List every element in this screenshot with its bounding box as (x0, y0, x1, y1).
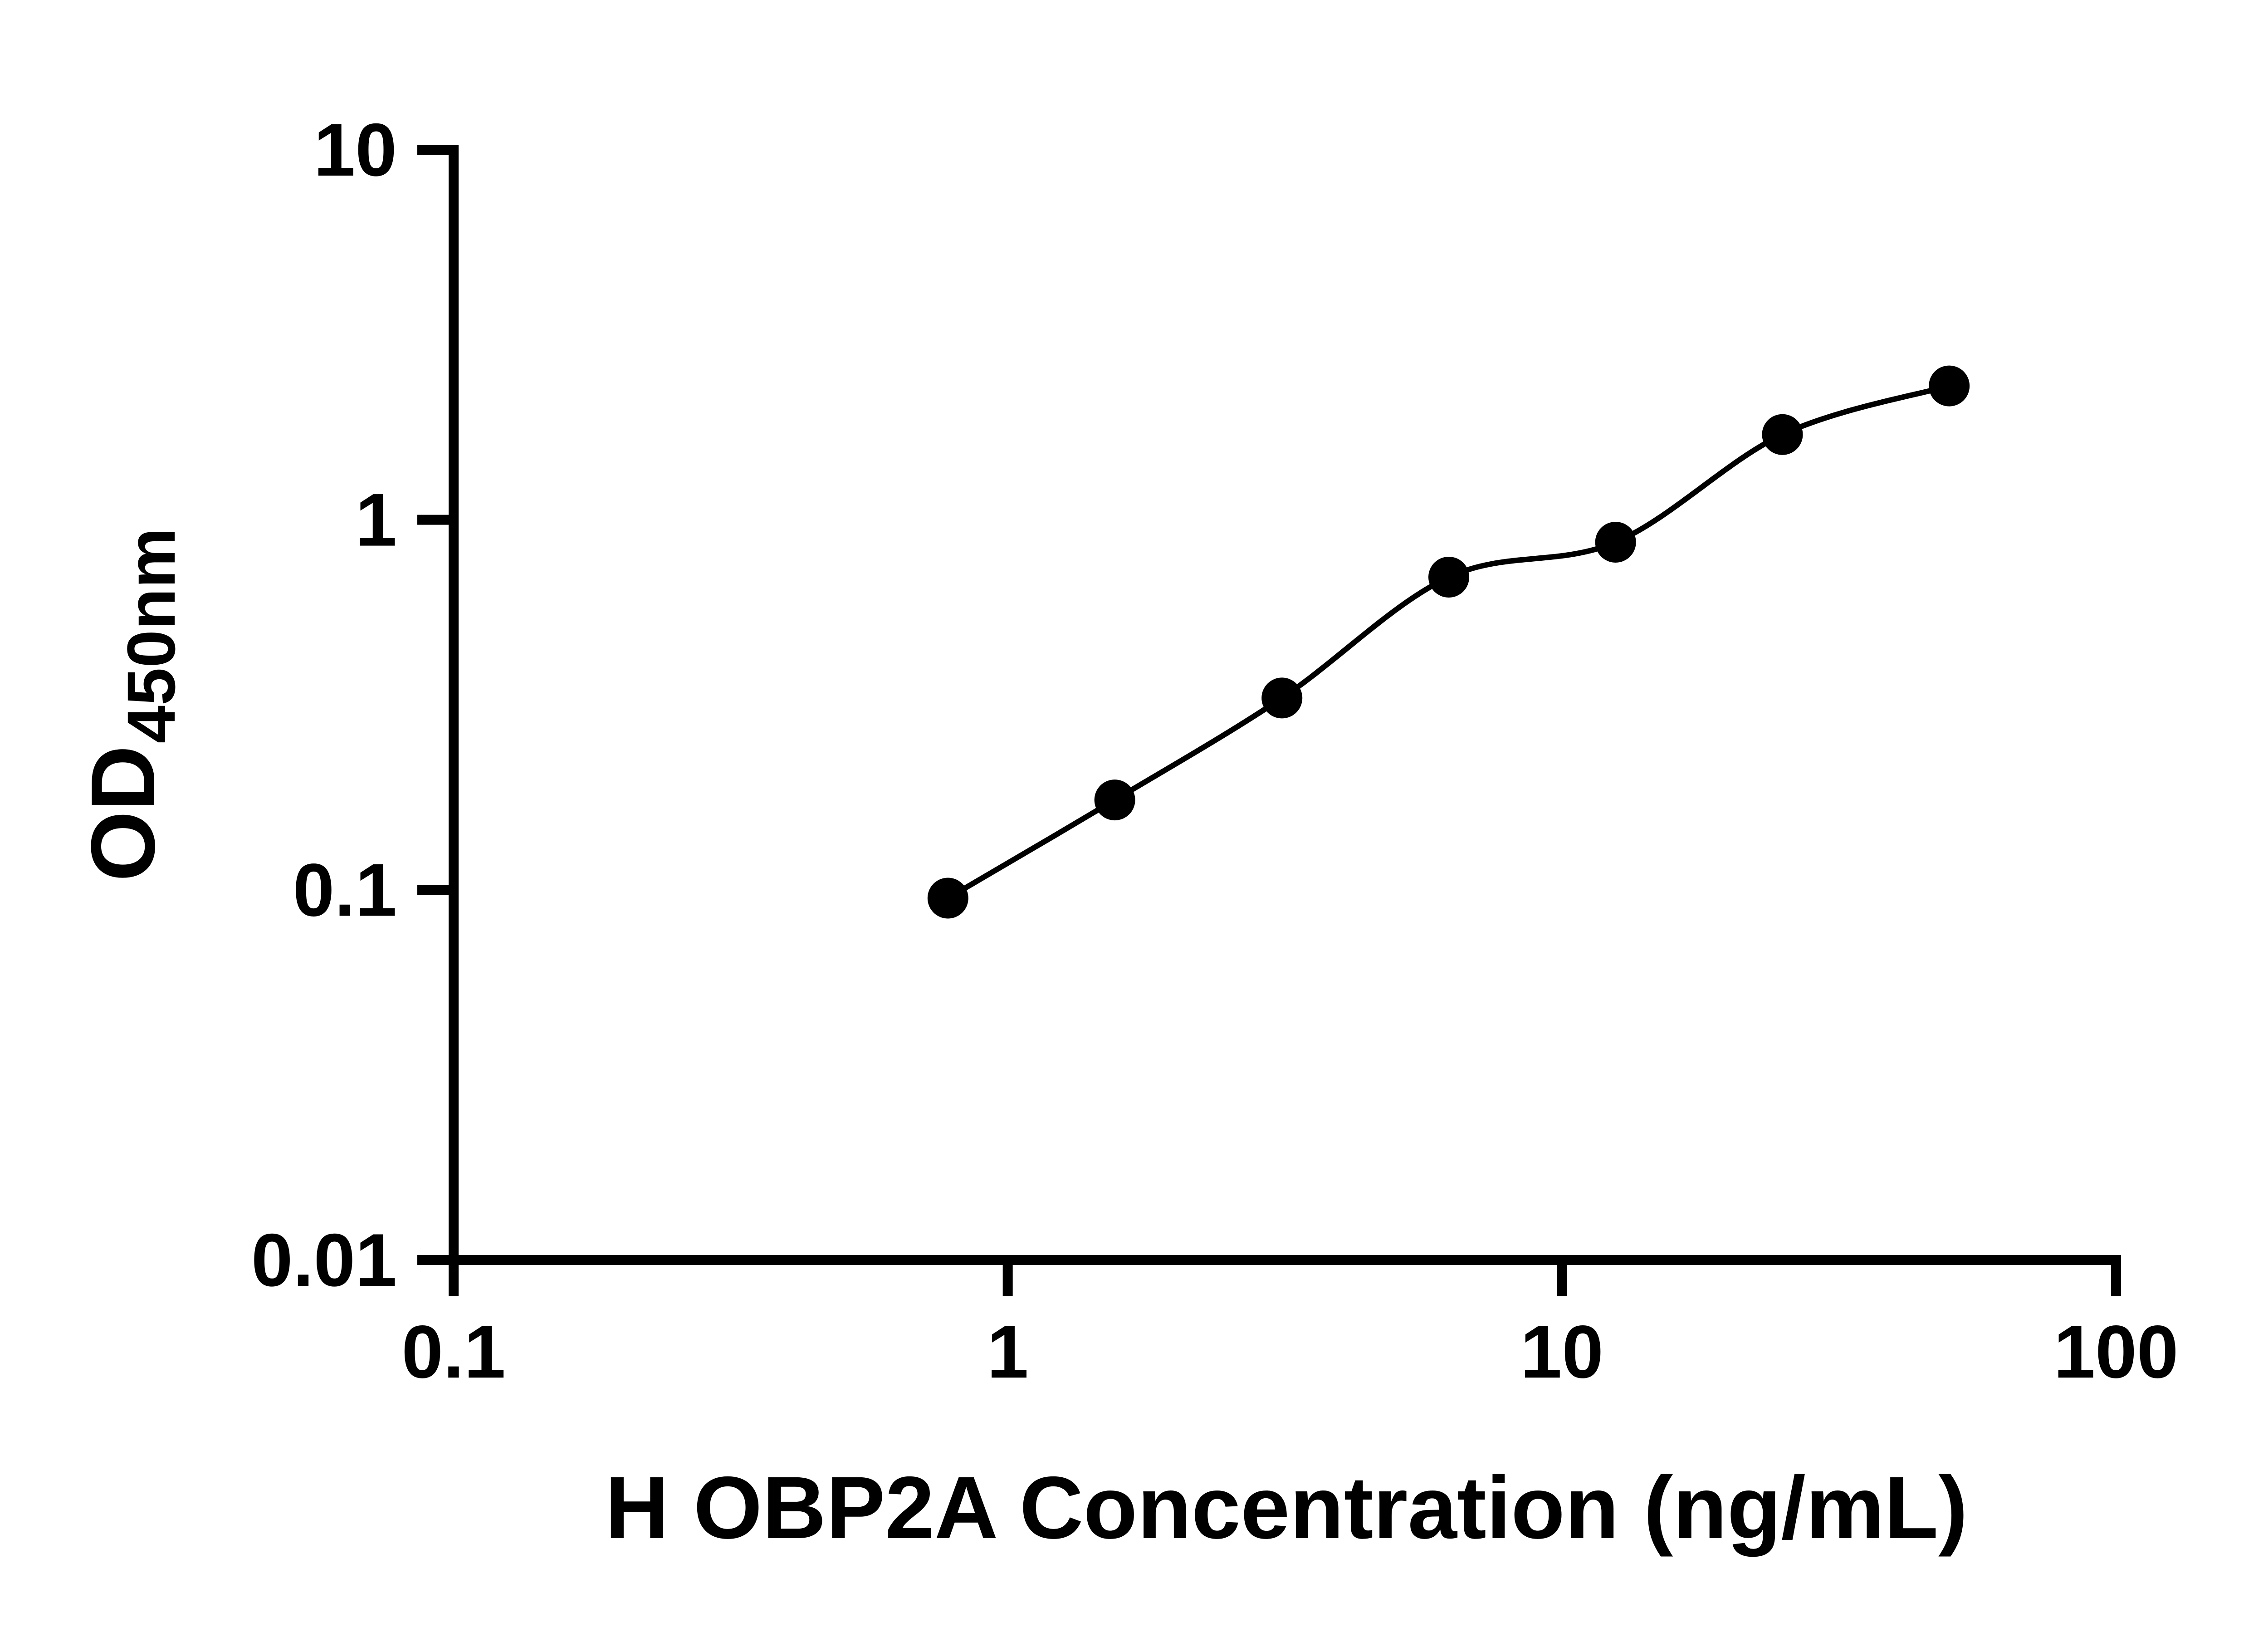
data-point (1929, 365, 1970, 407)
x-tick-label: 0.1 (401, 1310, 505, 1393)
y-tick-label: 10 (313, 108, 397, 191)
y-tick-label: 1 (355, 478, 397, 562)
data-points (927, 365, 1970, 919)
data-point (1094, 779, 1135, 821)
x-tick-label: 1 (987, 1310, 1029, 1393)
data-point (1428, 557, 1469, 598)
x-axis-title: H OBP2A Concentration (ng/mL) (605, 1458, 1968, 1557)
data-point (1261, 677, 1303, 719)
y-axis-title-sub: 450nm (113, 528, 189, 743)
tick-marks (417, 145, 2121, 1296)
x-tick-label: 10 (1520, 1310, 1604, 1393)
data-point (927, 877, 968, 919)
y-axis-title: OD 450nm (73, 528, 189, 882)
standard-curve-line (946, 383, 1950, 901)
y-tick-label: 0.01 (251, 1218, 397, 1302)
data-point (1595, 522, 1636, 563)
x-tick-label: 100 (2053, 1310, 2178, 1393)
y-axis-title-main: OD (73, 745, 174, 882)
y-tick-label: 0.1 (293, 848, 397, 931)
data-point (1762, 414, 1803, 455)
